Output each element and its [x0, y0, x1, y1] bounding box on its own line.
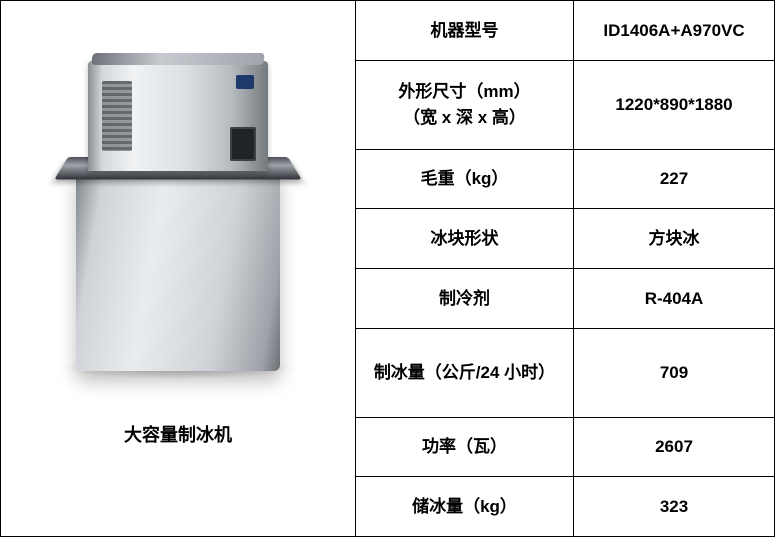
spec-label: 制冷剂 [356, 269, 574, 328]
spec-value: 323 [574, 477, 774, 536]
spec-value: 709 [574, 329, 774, 417]
spec-value: 方块冰 [574, 209, 774, 268]
table-row: 毛重（kg） 227 [356, 150, 774, 210]
table-row: 制冰量（公斤/24 小时） 709 [356, 329, 774, 418]
table-row: 冰块形状 方块冰 [356, 209, 774, 269]
spec-value: 2607 [574, 418, 774, 477]
product-caption: 大容量制冰机 [124, 421, 232, 447]
table-row: 外形尺寸（mm）（宽 x 深 x 高） 1220*890*1880 [356, 61, 774, 150]
table-row: 制冷剂 R-404A [356, 269, 774, 329]
spec-label: 毛重（kg） [356, 150, 574, 209]
spec-label: 外形尺寸（mm）（宽 x 深 x 高） [356, 61, 574, 149]
table-row: 储冰量（kg） 323 [356, 477, 774, 536]
table-row: 功率（瓦） 2607 [356, 418, 774, 478]
spec-label: 储冰量（kg） [356, 477, 574, 536]
spec-value: 1220*890*1880 [574, 61, 774, 149]
spec-label: 功率（瓦） [356, 418, 574, 477]
ice-machine-icon [68, 61, 288, 371]
spec-table: 机器型号 ID1406A+A970VC 外形尺寸（mm）（宽 x 深 x 高） … [356, 1, 774, 536]
spec-value: 227 [574, 150, 774, 209]
spec-value: R-404A [574, 269, 774, 328]
spec-label: 制冰量（公斤/24 小时） [356, 329, 574, 417]
spec-label: 机器型号 [356, 1, 574, 60]
product-pane: 大容量制冰机 [1, 1, 356, 536]
product-image [38, 41, 318, 391]
spec-sheet: 大容量制冰机 机器型号 ID1406A+A970VC 外形尺寸（mm）（宽 x … [0, 0, 775, 537]
spec-label: 冰块形状 [356, 209, 574, 268]
spec-value: ID1406A+A970VC [574, 1, 774, 60]
table-row: 机器型号 ID1406A+A970VC [356, 1, 774, 61]
